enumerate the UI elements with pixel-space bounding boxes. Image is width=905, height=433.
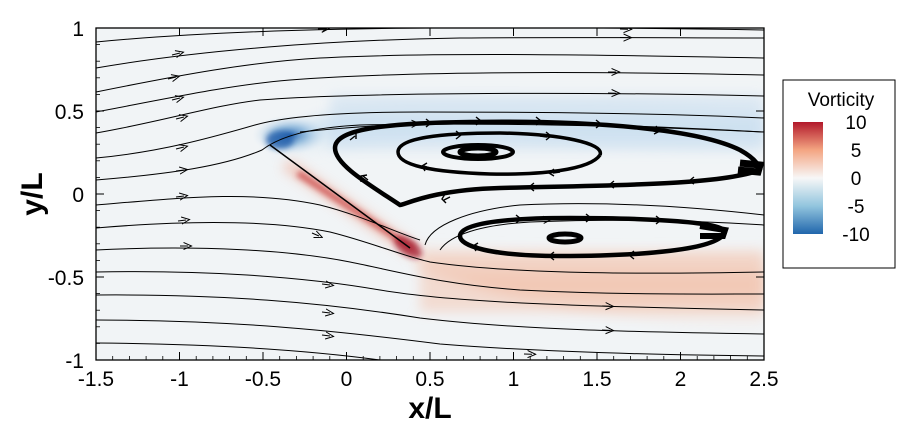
streamline bbox=[96, 221, 764, 274]
colorbar-title: Vorticity bbox=[808, 90, 875, 111]
y-tick-label: -0.5 bbox=[48, 267, 84, 290]
colorbar-tick-label: -5 bbox=[848, 197, 865, 218]
colorbar-tick-label: 0 bbox=[851, 169, 862, 190]
x-axis-title: x/L bbox=[408, 392, 451, 425]
x-tick-label: 0 bbox=[341, 368, 353, 391]
upper-vortex-arrows bbox=[349, 116, 701, 204]
colorbar-tick-label: 5 bbox=[851, 141, 862, 162]
x-tick-label: 2.5 bbox=[749, 368, 778, 391]
streamline bbox=[96, 111, 764, 159]
x-axis-ticks: -1.5 -1 -0.5 0 0.5 1 1.5 2 2.5 bbox=[78, 28, 779, 391]
streamline bbox=[96, 342, 381, 360]
y-tick-label: 0 bbox=[72, 184, 84, 207]
streamlines bbox=[96, 28, 764, 360]
y-tick-label: 0.5 bbox=[55, 101, 84, 124]
y-tick-label: -1 bbox=[65, 350, 84, 373]
y-axis-title: y/L bbox=[16, 172, 49, 215]
streamline bbox=[96, 92, 764, 134]
x-tick-label: 1 bbox=[508, 368, 520, 391]
x-tick-label: 0.5 bbox=[415, 368, 444, 391]
streamline bbox=[96, 196, 421, 241]
streamline bbox=[96, 247, 764, 295]
streamline bbox=[96, 294, 764, 335]
streamline bbox=[96, 54, 764, 93]
streamline bbox=[96, 37, 764, 69]
colorbar-ticks: 10 5 0 -5 -10 bbox=[842, 113, 869, 246]
x-tick-label: -1.5 bbox=[78, 368, 114, 391]
flat-plate bbox=[269, 144, 411, 249]
x-tick-label: -0.5 bbox=[245, 368, 281, 391]
streamline bbox=[96, 319, 764, 357]
y-tick-label: 1 bbox=[72, 18, 84, 41]
colorbar-legend: Vorticity 10 5 0 -5 -10 bbox=[782, 79, 896, 269]
colorbar-scale bbox=[793, 122, 823, 234]
lower-vortex bbox=[457, 215, 729, 259]
x-tick-label: 1.5 bbox=[582, 368, 611, 391]
upper-vortex bbox=[332, 119, 764, 208]
x-tick-label: 2 bbox=[675, 368, 687, 391]
colorbar-tick-label: -10 bbox=[842, 225, 869, 246]
streamline bbox=[424, 203, 764, 246]
y-axis-ticks: 1 0.5 0 -0.5 -1 bbox=[48, 18, 764, 373]
vorticity-field bbox=[252, 95, 764, 330]
lower-vortex-arrows bbox=[472, 213, 663, 261]
x-tick-label: -1 bbox=[170, 368, 189, 391]
plot-area bbox=[96, 28, 764, 360]
colorbar-tick-label: 10 bbox=[845, 113, 866, 134]
